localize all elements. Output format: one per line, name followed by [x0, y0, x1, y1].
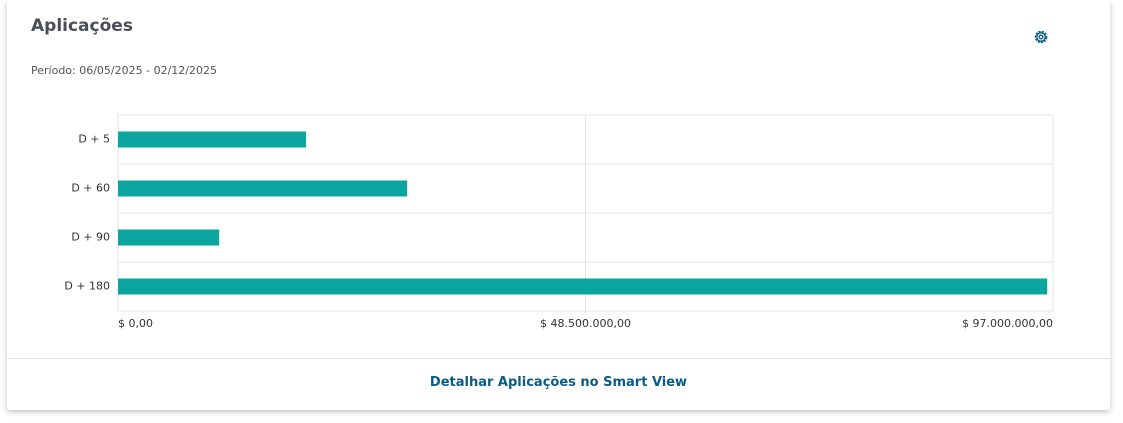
period: Período: 06/05/2025 - 02/12/2025 — [31, 64, 217, 77]
chart: $ 0,00 $ 48.500.000,00 $ 97.000.000,00 D + … — [64, 114, 1054, 330]
x-tick-label: $ 48.500.000,00 — [540, 317, 631, 330]
y-tick-label: D + 5 — [78, 133, 110, 146]
bar — [118, 229, 220, 246]
card: Aplicações Período: 06/05/2025 - 02/12/2… — [7, 0, 1110, 410]
y-tick-label: D + 180 — [64, 280, 110, 293]
y-tick-label: D + 90 — [71, 231, 110, 244]
settings-icon[interactable] — [1033, 29, 1049, 45]
footer-link[interactable]: Detalhar Aplicações no Smart View — [429, 375, 688, 390]
bar — [118, 131, 306, 148]
bar — [118, 180, 408, 197]
card-title: Aplicações — [31, 16, 133, 36]
x-tick-label: $ 0,00 — [118, 317, 153, 330]
bar — [118, 278, 1048, 295]
x-tick-label: $ 97.000.000,00 — [962, 317, 1053, 330]
y-tick-label: D + 60 — [71, 182, 110, 195]
divider — [7, 358, 1110, 359]
